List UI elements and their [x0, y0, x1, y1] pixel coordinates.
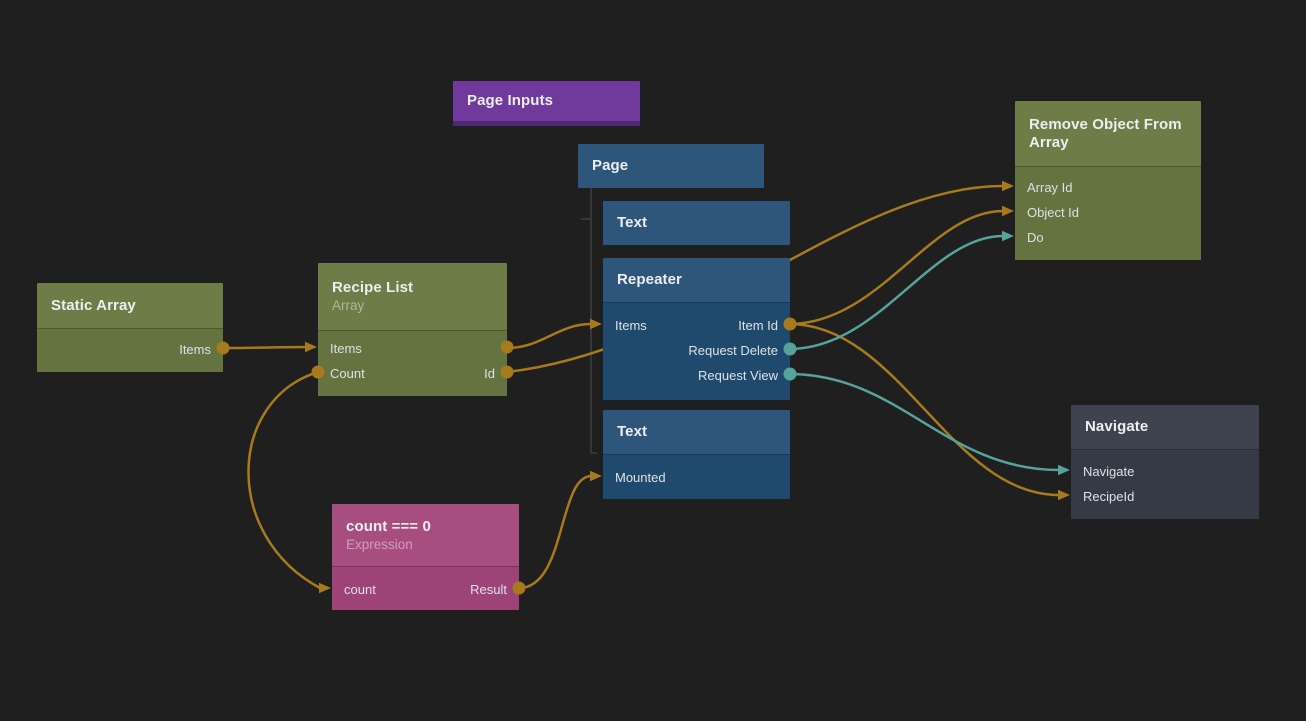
- port-row-navigate-0: Navigate: [1071, 459, 1259, 484]
- node-subtitle-recipe-list: Array: [332, 298, 365, 313]
- node-header-page[interactable]: Page: [578, 144, 764, 188]
- port-row-remove-object-0: Array Id: [1015, 175, 1201, 200]
- node-remove-object[interactable]: Remove Object From Array Array Id Object I…: [1015, 101, 1201, 260]
- port-text-2-mounted[interactable]: Mounted: [615, 469, 666, 485]
- wire-expression-result-to-text-2-mounted[interactable]: [517, 474, 593, 590]
- node-body-text-2: Mounted: [603, 454, 790, 499]
- port-repeater-item-id[interactable]: Item Id: [738, 317, 778, 333]
- port-row-repeater-1: Request Delete: [603, 338, 790, 363]
- port-row-expression-0: count Result: [332, 577, 519, 602]
- wire-recipe-list-count-to-expression-count[interactable]: [247, 370, 322, 590]
- node-body-navigate: Navigate RecipeId: [1071, 449, 1259, 519]
- node-body-recipe-list: Items Count Id: [318, 330, 507, 396]
- node-text-1[interactable]: Text: [603, 201, 790, 245]
- hierarchy-tree-line: [590, 188, 597, 454]
- node-body-repeater: Items Item Id Request Delete Request View: [603, 302, 790, 400]
- input-arrow-remove-object-do-icon[interactable]: [1002, 230, 1014, 242]
- node-title-static-array: Static Array: [51, 296, 136, 314]
- node-title-remove-object: Remove Object From Array: [1029, 115, 1186, 151]
- port-recipe-list-items[interactable]: Items: [330, 340, 362, 356]
- input-arrow-remove-object-object-id-icon[interactable]: [1002, 205, 1014, 217]
- port-expression-result[interactable]: Result: [470, 581, 507, 597]
- port-repeater-request-delete[interactable]: Request Delete: [688, 342, 778, 358]
- port-row-remove-object-1: Object Id: [1015, 200, 1201, 225]
- node-body-static-array: Items: [37, 328, 223, 372]
- port-repeater-request-view[interactable]: Request View: [698, 367, 778, 383]
- node-header-expression[interactable]: count === 0 Expression: [332, 504, 519, 566]
- node-body-remove-object: Array Id Object Id Do: [1015, 166, 1201, 260]
- port-static-array-items[interactable]: Items: [179, 341, 211, 357]
- node-text-2[interactable]: Text Mounted: [603, 410, 790, 499]
- input-arrow-repeater-items-icon[interactable]: [590, 318, 602, 330]
- wire-repeater-request-view-to-navigate-navigate[interactable]: [787, 372, 1061, 472]
- wire-static-array-items-to-recipe-list-items[interactable]: [220, 345, 308, 350]
- port-recipe-list-id[interactable]: Id: [484, 365, 495, 381]
- input-arrow-expression-count-icon[interactable]: [319, 582, 331, 594]
- node-title-text-1: Text: [617, 214, 648, 231]
- node-title-page-inputs: Page Inputs: [467, 92, 554, 109]
- port-remove-object-array-id[interactable]: Array Id: [1027, 179, 1073, 195]
- node-static-array[interactable]: Static Array Items: [37, 283, 223, 372]
- port-recipe-list-count[interactable]: Count: [330, 365, 365, 381]
- node-navigate[interactable]: Navigate Navigate RecipeId: [1071, 405, 1259, 519]
- wire-repeater-item-id-to-navigate-recipeid[interactable]: [787, 322, 1061, 497]
- port-row-navigate-1: RecipeId: [1071, 484, 1259, 509]
- node-repeater[interactable]: Repeater Items Item Id Request Delete Reques…: [603, 258, 790, 400]
- node-title-page: Page: [592, 157, 629, 174]
- input-arrow-remove-object-array-id-icon[interactable]: [1002, 180, 1014, 192]
- node-title-text-2: Text: [617, 423, 648, 440]
- node-collapsed-body-page-inputs: [453, 121, 640, 126]
- node-header-static-array[interactable]: Static Array: [37, 283, 223, 328]
- node-expression[interactable]: count === 0 Expression count Result: [332, 504, 519, 610]
- port-row-text-2-0: Mounted: [603, 465, 790, 490]
- port-row-repeater-2: Request View: [603, 363, 790, 388]
- port-navigate-navigate[interactable]: Navigate: [1083, 463, 1135, 479]
- node-page[interactable]: Page: [578, 144, 764, 188]
- port-row-recipe-list-1: Count Id: [318, 361, 507, 386]
- node-title-recipe-list: Recipe List: [332, 279, 414, 296]
- node-header-page-inputs[interactable]: Page Inputs: [453, 81, 640, 121]
- wire-repeater-request-delete-to-remove-object-do[interactable]: [787, 234, 1005, 351]
- node-title-expression: count === 0: [346, 517, 431, 535]
- wire-repeater-item-id-to-remove-object-object-id[interactable]: [787, 209, 1005, 326]
- input-arrow-text-2-mounted-icon[interactable]: [590, 470, 602, 482]
- node-title-repeater: Repeater: [617, 271, 682, 288]
- node-header-repeater[interactable]: Repeater: [603, 258, 790, 302]
- node-title-navigate: Navigate: [1085, 418, 1149, 435]
- input-arrow-navigate-recipeid-icon[interactable]: [1058, 489, 1070, 501]
- input-arrow-navigate-navigate-icon[interactable]: [1058, 464, 1070, 476]
- port-row-remove-object-2: Do: [1015, 225, 1201, 250]
- node-header-text-2[interactable]: Text: [603, 410, 790, 454]
- port-remove-object-do[interactable]: Do: [1027, 229, 1044, 245]
- port-expression-count[interactable]: count: [344, 581, 376, 597]
- port-repeater-items[interactable]: Items: [615, 317, 647, 333]
- port-row-repeater-0: Items Item Id: [603, 313, 790, 338]
- node-subtitle-expression: Expression: [346, 536, 413, 552]
- node-header-recipe-list[interactable]: Recipe List Array: [318, 263, 507, 330]
- port-row-static-array-0: Items: [37, 337, 223, 362]
- node-header-remove-object[interactable]: Remove Object From Array: [1015, 101, 1201, 166]
- node-body-expression: count Result: [332, 566, 519, 610]
- port-navigate-recipeid[interactable]: RecipeId: [1083, 488, 1135, 504]
- node-header-navigate[interactable]: Navigate: [1071, 405, 1259, 449]
- port-remove-object-object-id[interactable]: Object Id: [1027, 204, 1080, 220]
- port-row-recipe-list-0: Items: [318, 336, 507, 361]
- node-recipe-list[interactable]: Recipe List Array Items Count Id: [318, 263, 507, 396]
- node-header-text-1[interactable]: Text: [603, 201, 790, 245]
- input-arrow-recipe-list-items-icon[interactable]: [305, 341, 317, 353]
- wire-recipe-list-items-to-repeater-items[interactable]: [505, 322, 593, 350]
- node-page-inputs[interactable]: Page Inputs: [453, 81, 640, 126]
